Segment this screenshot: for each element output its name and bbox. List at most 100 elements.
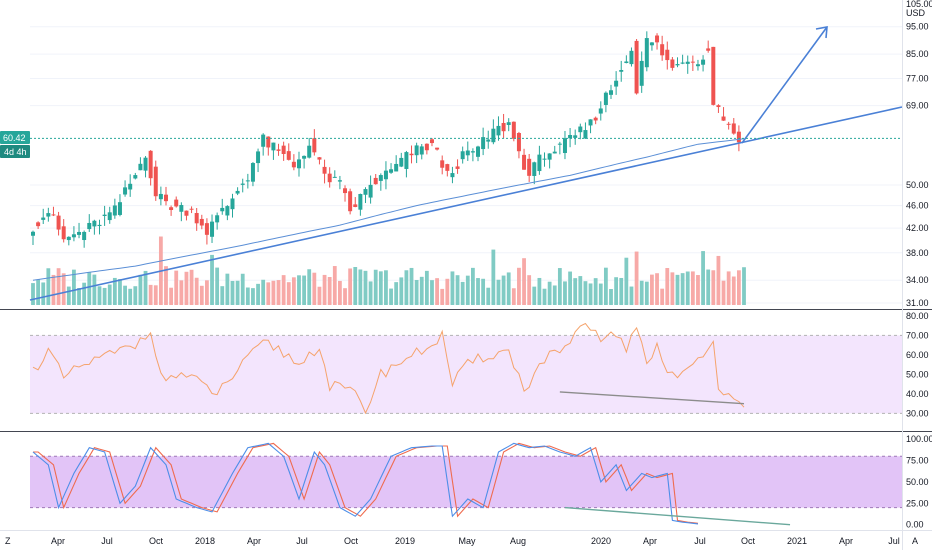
volume-bar <box>650 274 654 305</box>
volume-bar <box>327 277 332 305</box>
candle-body <box>414 145 419 156</box>
volume-bar <box>501 275 506 305</box>
volume-bar <box>685 271 690 305</box>
chart-corner-left[interactable]: Z <box>5 536 11 546</box>
volume-bar <box>251 288 255 305</box>
candle-body <box>496 125 501 136</box>
candle-body <box>133 175 138 179</box>
volume-bar <box>72 269 76 305</box>
volume-bar <box>486 287 491 305</box>
candle-body <box>609 90 614 95</box>
candle-body <box>51 214 56 216</box>
candle-body <box>527 158 532 176</box>
candle-body <box>568 134 573 139</box>
stochastic-divergence-line[interactable] <box>564 506 791 526</box>
time-axis[interactable]: Apr Jul Oct 2018 Apr Jul Oct 2019 May Aug 2020 Apr J… <box>51 536 900 546</box>
candle-body <box>143 157 148 171</box>
volume-bar <box>430 280 434 305</box>
candle-body <box>394 163 399 172</box>
chart-corner-right[interactable]: A <box>912 536 918 546</box>
candle-body <box>240 183 245 185</box>
volume-bar <box>450 271 455 305</box>
time-tick-label: Apr <box>247 536 261 546</box>
candle-body <box>307 145 312 158</box>
volume-bar <box>593 278 598 305</box>
stochastic-band <box>30 456 902 508</box>
volume-bar <box>460 281 465 305</box>
volume-bar <box>343 288 347 305</box>
target-arrow-line[interactable] <box>741 26 828 144</box>
candle-body <box>634 40 639 94</box>
candle-body <box>383 170 388 180</box>
volume-bar <box>307 269 312 305</box>
volume-bar <box>711 270 716 305</box>
candle-body <box>107 212 112 221</box>
candle-body <box>537 154 542 172</box>
volume-bar <box>373 269 378 305</box>
time-tick-label: May <box>458 536 476 546</box>
candle-body <box>639 60 644 86</box>
volume-bar <box>445 278 450 305</box>
candle-body <box>77 231 82 235</box>
price-tick-label: 85.00 <box>906 49 929 59</box>
volume-bar <box>424 270 429 305</box>
candle-body <box>465 150 470 156</box>
candle-body <box>409 153 414 156</box>
time-tick-label: 2019 <box>395 536 415 546</box>
candle-body <box>491 128 496 143</box>
stochastic-axis[interactable]: 100.00 75.00 50.00 25.00 0.00 <box>906 434 932 530</box>
candle-body <box>593 117 598 121</box>
candle-body <box>128 183 133 190</box>
trend-line[interactable] <box>29 106 903 301</box>
volume-bar <box>118 279 122 305</box>
time-tick-label: Oct <box>149 536 164 546</box>
time-tick-label: 2021 <box>787 536 807 546</box>
volume-bar <box>634 251 639 305</box>
volume-bar <box>184 271 189 305</box>
candle-body <box>256 151 261 164</box>
volume-bar <box>179 280 184 305</box>
volume-bar <box>291 277 296 305</box>
candle-body <box>389 169 394 173</box>
candle-body <box>112 205 117 216</box>
candle-body <box>614 80 619 87</box>
volume-bar <box>189 269 194 305</box>
candle-body <box>516 133 521 152</box>
candle-body <box>204 223 209 235</box>
volume-bar <box>210 254 214 305</box>
volume-bar <box>670 272 675 305</box>
candle-body <box>138 163 143 171</box>
price-tick-label: 46.00 <box>906 201 929 211</box>
candle-body <box>455 166 460 169</box>
volume-bar <box>675 274 680 305</box>
candle-body <box>169 207 174 210</box>
volume-bar <box>266 282 271 305</box>
candle-body <box>82 231 87 241</box>
rsi-tick-label: 70.00 <box>906 330 929 340</box>
candle-body <box>153 166 158 197</box>
rsi-panel <box>30 322 902 415</box>
candle-body <box>102 214 107 217</box>
candle-body <box>184 210 189 216</box>
volume-bar <box>353 267 358 305</box>
price-axis[interactable]: 105.00 USD 95.00 85.00 77.00 69.00 50.00 46.0… <box>906 0 932 308</box>
volume-bar <box>547 281 552 305</box>
candles <box>31 31 741 248</box>
candle-body <box>726 123 731 125</box>
volume-bar <box>419 276 424 305</box>
volume-bar <box>736 270 741 305</box>
candle-body <box>343 188 348 194</box>
volume-bar <box>66 286 71 305</box>
candle-body <box>71 234 76 238</box>
candle-body <box>665 49 670 61</box>
rsi-divergence-line[interactable] <box>559 391 745 405</box>
rsi-axis[interactable]: 80.00 70.00 60.00 50.00 40.00 30.00 <box>906 311 929 419</box>
candle-body <box>261 134 266 147</box>
volume-bar <box>240 273 245 305</box>
candle-body <box>404 152 409 169</box>
candle-body <box>445 164 450 171</box>
candle-body <box>373 177 378 185</box>
candle-body <box>598 108 603 114</box>
volume-bar <box>245 287 250 305</box>
candle-body <box>435 147 440 150</box>
